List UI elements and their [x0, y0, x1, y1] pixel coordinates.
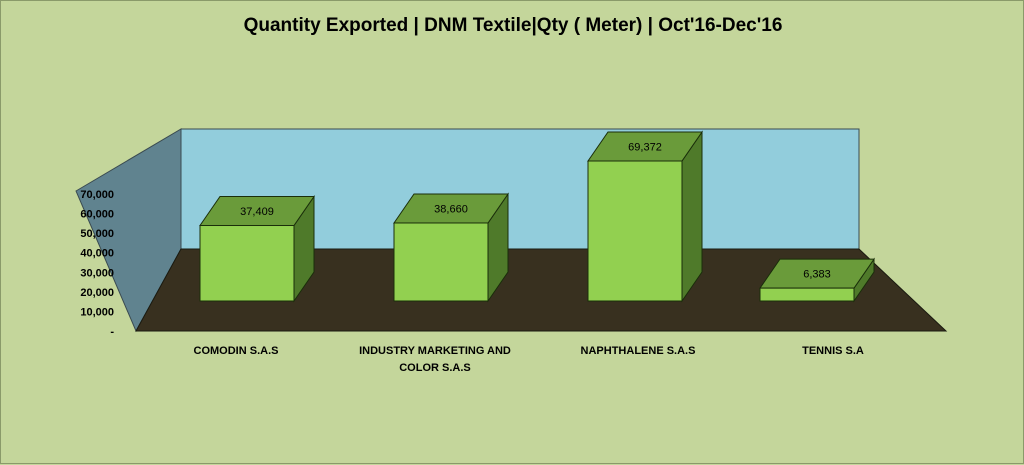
bar-front-face	[393, 222, 489, 302]
chart-title: Quantity Exported | DNM Textile|Qty ( Me…	[243, 15, 783, 36]
bar: 37,409	[199, 194, 315, 303]
y-tick-label: 10,000	[80, 306, 114, 318]
bar: 69,372	[587, 130, 703, 303]
y-tick-label: -	[110, 326, 114, 338]
data-label: 38,660	[434, 203, 468, 215]
y-tick-label: 50,000	[80, 228, 114, 240]
y-tick-label: 40,000	[80, 248, 114, 260]
x-category-label: NAPHTHALENE S.A.S	[581, 345, 696, 357]
data-label: 37,409	[240, 206, 274, 218]
x-category-label: COMODIN S.A.S	[194, 345, 279, 357]
x-category-label: INDUSTRY MARKETING AND	[359, 345, 511, 357]
y-tick-label: 70,000	[80, 189, 114, 201]
bar: 6,383	[759, 257, 875, 303]
bar: 38,660	[393, 192, 509, 303]
y-tick-label: 20,000	[80, 287, 114, 299]
y-tick-label: 30,000	[80, 267, 114, 279]
x-category-label: COLOR S.A.S	[399, 362, 471, 374]
bar-front-face	[587, 160, 683, 302]
bar-front-face	[199, 225, 295, 302]
y-tick-label: 60,000	[80, 209, 114, 221]
x-category-label: TENNIS S.A	[802, 345, 864, 357]
data-label: 6,383	[803, 269, 831, 281]
bar-front-face	[759, 287, 855, 302]
data-label: 69,372	[628, 142, 662, 154]
